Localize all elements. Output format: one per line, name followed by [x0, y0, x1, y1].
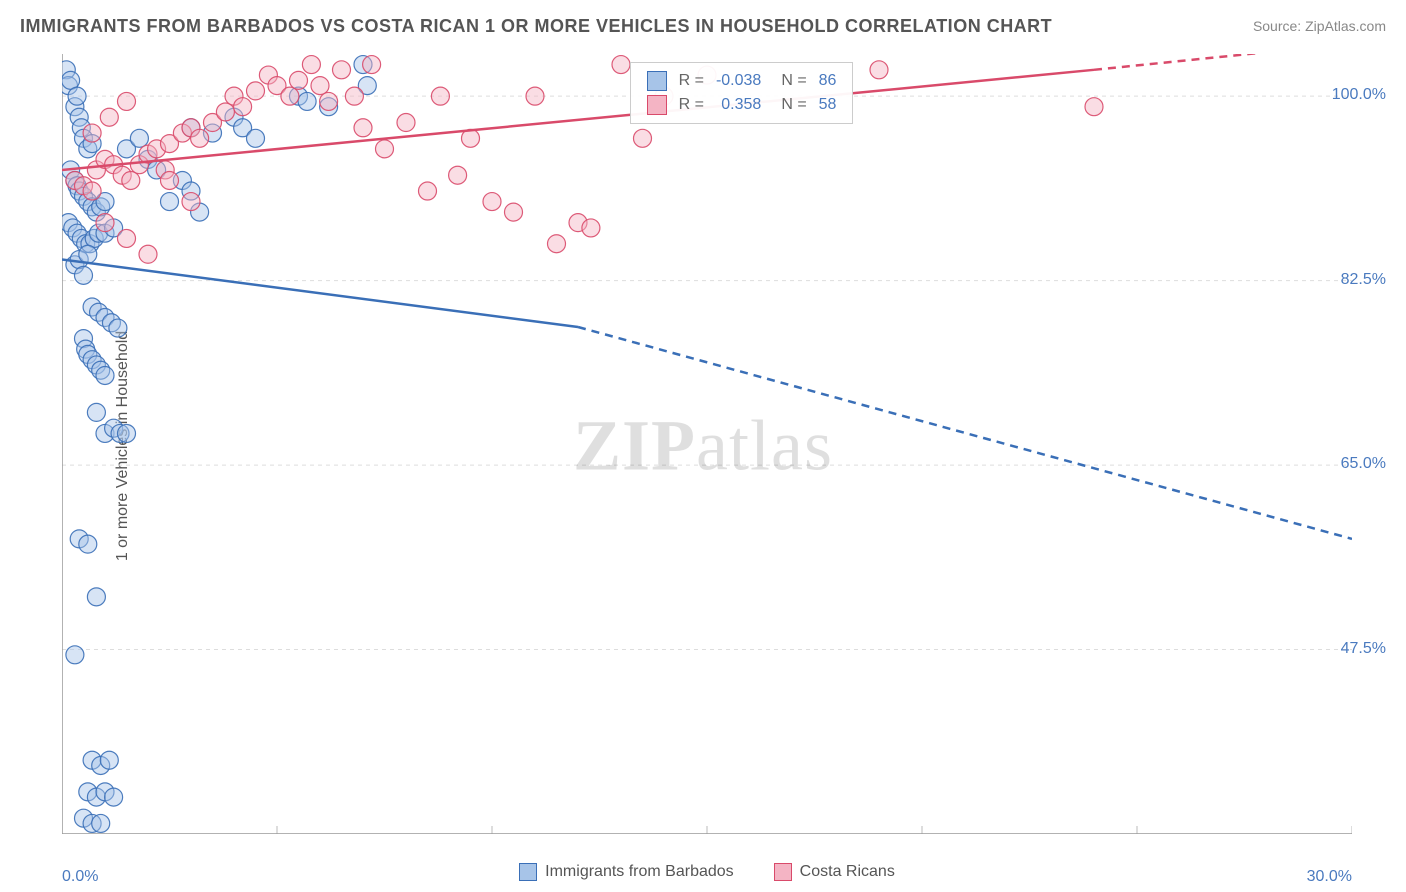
- data-point: [83, 124, 101, 142]
- data-point: [130, 129, 148, 147]
- data-point: [83, 182, 101, 200]
- n-label: N =: [767, 69, 812, 93]
- stats-legend-box: R =-0.038N =86R =0.358N =58: [630, 62, 854, 124]
- data-point: [290, 71, 308, 89]
- data-point: [302, 56, 320, 74]
- data-point: [161, 193, 179, 211]
- data-point: [247, 82, 265, 100]
- data-point: [191, 129, 209, 147]
- bottom-legend-item: Costa Ricans: [774, 863, 895, 881]
- data-point: [483, 193, 501, 211]
- data-point: [397, 114, 415, 132]
- y-tick-label: 65.0%: [1341, 455, 1386, 473]
- data-point: [1085, 98, 1103, 116]
- data-point: [92, 814, 110, 832]
- chart-title: IMMIGRANTS FROM BARBADOS VS COSTA RICAN …: [20, 16, 1052, 37]
- data-point: [431, 87, 449, 105]
- data-point: [281, 87, 299, 105]
- trend-line-dashed: [1094, 54, 1352, 70]
- r-label: R =: [673, 69, 710, 93]
- y-tick-label: 100.0%: [1332, 86, 1386, 104]
- data-point: [122, 171, 140, 189]
- data-point: [75, 266, 93, 284]
- data-point: [118, 229, 136, 247]
- legend-label: Immigrants from Barbados: [545, 863, 734, 881]
- data-point: [376, 140, 394, 158]
- r-label: R =: [673, 93, 710, 117]
- data-point: [582, 219, 600, 237]
- data-point: [216, 103, 234, 121]
- data-point: [68, 87, 86, 105]
- r-value: 0.358: [710, 93, 767, 117]
- data-point: [634, 129, 652, 147]
- data-point: [66, 646, 84, 664]
- data-point: [354, 119, 372, 137]
- legend-swatch: [647, 71, 667, 91]
- trend-line-solid: [62, 260, 578, 327]
- n-label: N =: [767, 93, 812, 117]
- data-point: [118, 424, 136, 442]
- data-point: [870, 61, 888, 79]
- data-point: [161, 171, 179, 189]
- data-point: [234, 98, 252, 116]
- y-tick-label: 47.5%: [1341, 640, 1386, 658]
- data-point: [87, 588, 105, 606]
- source-attribution: Source: ZipAtlas.com: [1253, 18, 1386, 34]
- legend-swatch: [519, 863, 537, 881]
- trend-line-dashed: [578, 327, 1352, 539]
- data-point: [105, 788, 123, 806]
- bottom-legend: Immigrants from Barbados Costa Ricans: [62, 858, 1352, 886]
- data-point: [96, 366, 114, 384]
- legend-stats-row: R =0.358N =58: [641, 93, 843, 117]
- data-point: [100, 108, 118, 126]
- data-point: [320, 92, 338, 110]
- legend-swatch: [647, 95, 667, 115]
- data-point: [247, 129, 265, 147]
- data-point: [333, 61, 351, 79]
- data-point: [526, 87, 544, 105]
- data-point: [139, 245, 157, 263]
- n-value: 86: [813, 69, 843, 93]
- data-point: [345, 87, 363, 105]
- data-point: [79, 535, 97, 553]
- data-point: [363, 56, 381, 74]
- r-value: -0.038: [710, 69, 767, 93]
- data-point: [182, 193, 200, 211]
- plot-area: R =-0.038N =86R =0.358N =58: [62, 54, 1352, 834]
- data-point: [612, 56, 630, 74]
- data-point: [449, 166, 467, 184]
- y-tick-label: 82.5%: [1341, 271, 1386, 289]
- legend-label: Costa Ricans: [800, 863, 895, 881]
- data-point: [118, 92, 136, 110]
- data-point: [100, 751, 118, 769]
- data-point: [87, 403, 105, 421]
- data-point: [311, 77, 329, 95]
- scatter-svg: [62, 54, 1352, 834]
- data-point: [548, 235, 566, 253]
- data-point: [298, 92, 316, 110]
- data-point: [79, 245, 97, 263]
- legend-stats-row: R =-0.038N =86: [641, 69, 843, 93]
- bottom-legend-item: Immigrants from Barbados: [519, 863, 734, 881]
- legend-swatch: [774, 863, 792, 881]
- n-value: 58: [813, 93, 843, 117]
- data-point: [96, 214, 114, 232]
- data-point: [505, 203, 523, 221]
- data-point: [419, 182, 437, 200]
- data-point: [109, 319, 127, 337]
